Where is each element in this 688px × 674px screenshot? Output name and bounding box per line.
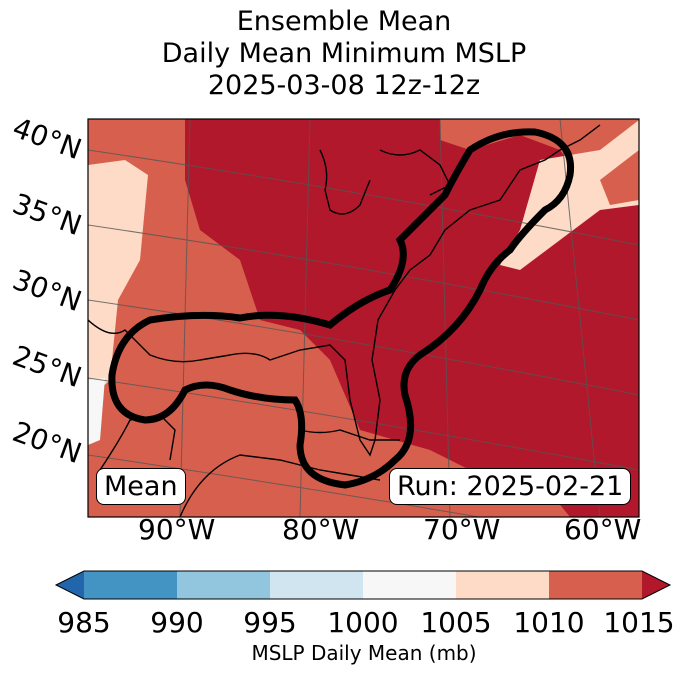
title-line-2: Daily Mean Minimum MSLP <box>161 38 527 69</box>
colorbar-tick-995: 995 <box>243 606 297 639</box>
colorbar-label: MSLP Daily Mean (mb) <box>251 641 477 665</box>
colorbar-tick-990: 990 <box>150 606 204 639</box>
colorbar-segment-2 <box>177 571 270 599</box>
colorbar-segment-5 <box>456 571 549 599</box>
lon-label-60w: 60°W <box>564 513 642 546</box>
ensemble-contour <box>108 128 575 489</box>
colorbar-segment-0 <box>56 571 84 599</box>
colorbar-tick-985: 985 <box>57 606 111 639</box>
title-line-1: Ensemble Mean <box>236 6 452 37</box>
run-date-label: Run: 2025-02-21 <box>389 468 632 505</box>
coastlines <box>88 124 601 517</box>
mslp-field <box>88 119 639 517</box>
title-line-3: 2025-03-08 12z-12z <box>207 70 481 101</box>
colorbar-tick-1010: 1010 <box>513 606 585 639</box>
mean-label: Mean <box>96 468 186 505</box>
region-1005-west <box>88 160 148 400</box>
colorbar-segment-7 <box>642 571 670 599</box>
map-frame <box>87 118 640 518</box>
colorbar-tick-1015: 1015 <box>603 606 675 639</box>
colorbar <box>54 570 672 600</box>
colorbar-segment-1 <box>84 571 177 599</box>
lon-label-90w: 90°W <box>138 513 216 546</box>
colorbar-tick-1005: 1005 <box>420 606 492 639</box>
lon-label-80w: 80°W <box>282 513 360 546</box>
colorbar-segment-3 <box>270 571 363 599</box>
region-1000-west <box>88 378 105 445</box>
colorbar-tick-1000: 1000 <box>327 606 399 639</box>
colorbar-segment-4 <box>363 571 456 599</box>
colorbar-segment-6 <box>549 571 642 599</box>
region-1010-northeast <box>600 150 639 205</box>
region-1005-northeast <box>500 120 639 270</box>
lon-label-70w: 70°W <box>423 513 501 546</box>
